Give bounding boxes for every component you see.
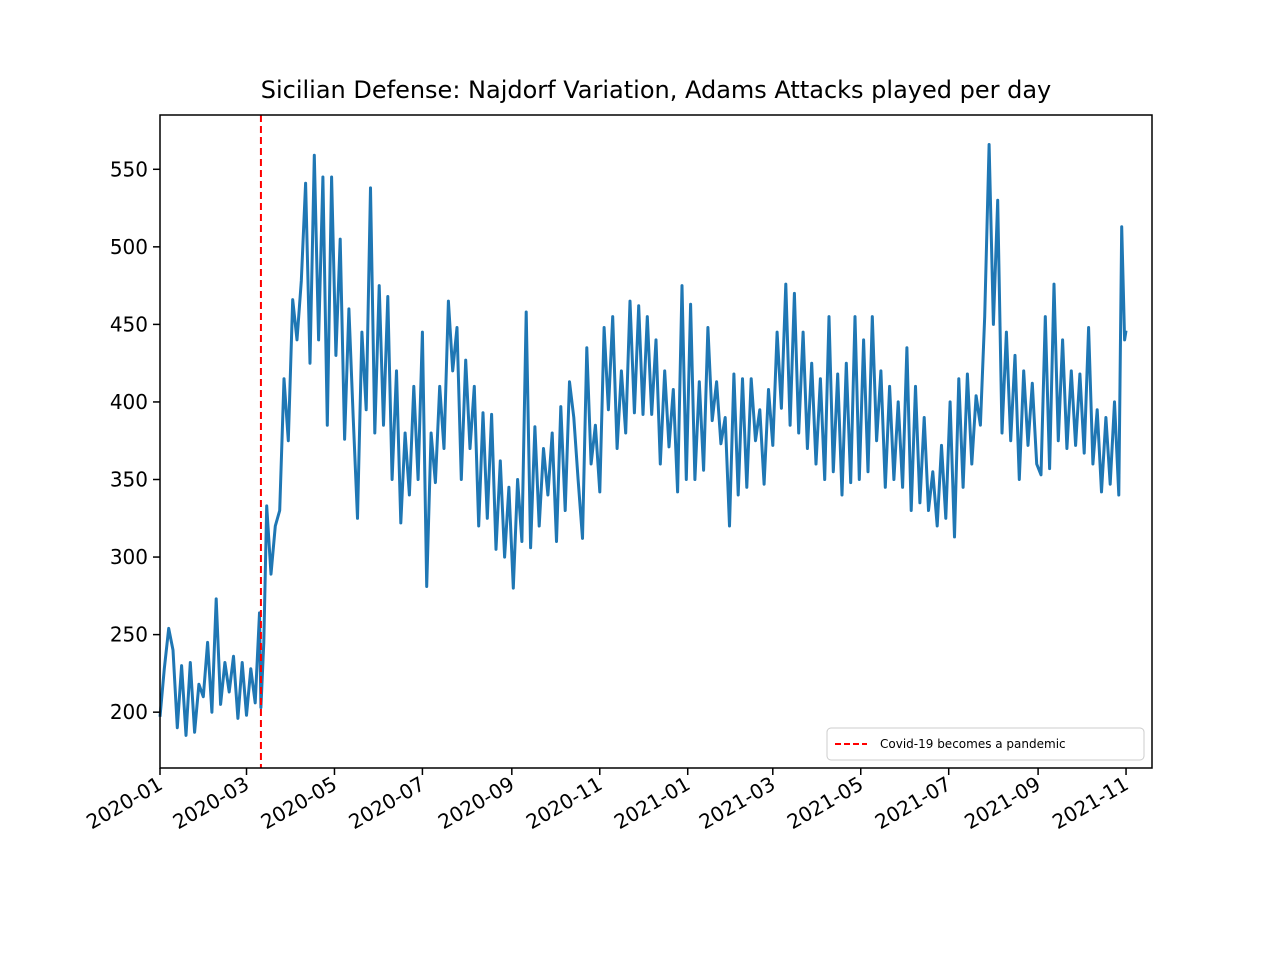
legend-entry-label: Covid-19 becomes a pandemic — [880, 737, 1066, 751]
chart-title: Sicilian Defense: Najdorf Variation, Ada… — [261, 76, 1052, 104]
legend-box — [826, 727, 1145, 761]
y-tick-label: 250 — [110, 623, 148, 647]
legend: Covid-19 becomes a pandemic — [826, 727, 1145, 761]
y-tick-label: 500 — [110, 235, 148, 259]
y-axis: 200 250 300 350 400 450 500 550 — [110, 157, 160, 724]
y-tick-label: 200 — [110, 700, 148, 724]
y-tick-label: 400 — [110, 390, 148, 414]
y-tick-label: 550 — [110, 157, 148, 181]
y-tick-label: 300 — [110, 545, 148, 569]
plot-area — [158, 115, 1128, 768]
series-line-daily-games — [158, 143, 1128, 737]
y-tick-label: 350 — [110, 468, 148, 492]
axes-frame — [159, 114, 1153, 769]
y-tick-label: 450 — [110, 312, 148, 336]
